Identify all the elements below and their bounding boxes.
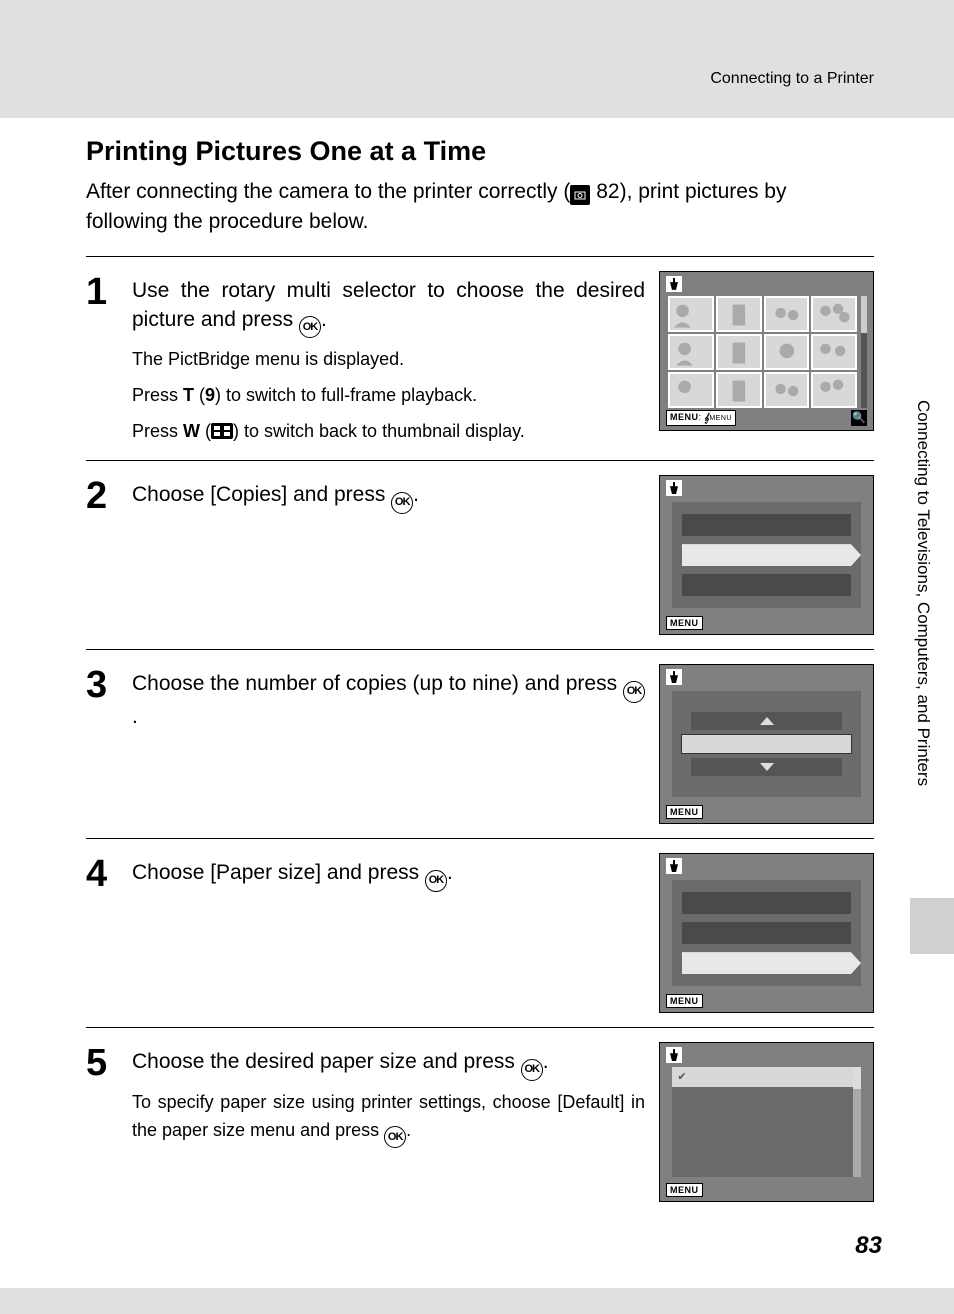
step-number: 5 xyxy=(86,1042,116,1202)
thumb-cell xyxy=(811,296,857,332)
step-5: 5 Choose the desired paper size and pres… xyxy=(86,1027,874,1216)
step-3: 3 Choose the number of copies (up to nin… xyxy=(86,649,874,838)
pictbridge-icon xyxy=(666,1047,682,1063)
thumb-cell xyxy=(668,334,714,370)
paper-size-list: ✔ xyxy=(672,1067,861,1177)
thumb-cell xyxy=(811,334,857,370)
step-1-instruction: Use the rotary multi selector to choose … xyxy=(132,277,645,339)
thumb-cell xyxy=(716,334,762,370)
step-1-sub1: The PictBridge menu is displayed. xyxy=(132,346,645,374)
intro-ref: 82 xyxy=(596,180,619,203)
pictbridge-icon xyxy=(666,858,682,874)
ok-icon: OK xyxy=(299,316,321,338)
step-4-instruction: Choose [Paper size] and press OK. xyxy=(132,859,645,892)
step-3-instruction: Choose the number of copies (up to nine)… xyxy=(132,670,645,732)
thumbnail-grid xyxy=(668,296,857,408)
ok-icon: OK xyxy=(623,681,645,703)
menu-row xyxy=(682,892,851,914)
reference-icon xyxy=(570,185,590,205)
menu-area xyxy=(672,502,861,608)
menu-row-selected xyxy=(682,952,861,974)
thumb-cell xyxy=(764,296,810,332)
menu-badge: MENU xyxy=(666,994,703,1008)
menu-badge: MENU xyxy=(666,1183,703,1197)
menu-badge: MENU:𝄞MENU xyxy=(666,410,736,426)
pictbridge-icon xyxy=(666,669,682,685)
step-1: 1 Use the rotary multi selector to choos… xyxy=(86,256,874,460)
lcd-screen-3: MENU xyxy=(659,664,874,824)
step-5-instruction: Choose the desired paper size and press … xyxy=(132,1048,645,1081)
menu-row xyxy=(682,922,851,944)
lcd-screen-2: MENU xyxy=(659,475,874,635)
scroll-indicator xyxy=(861,296,867,408)
step-4: 4 Choose [Paper size] and press OK. MENU xyxy=(86,838,874,1027)
copies-selector xyxy=(672,691,861,797)
side-tab: Connecting to Televisions, Computers, an… xyxy=(892,390,954,950)
step-number: 3 xyxy=(86,664,116,824)
ok-icon: OK xyxy=(425,870,447,892)
scroll-indicator xyxy=(853,1067,861,1177)
copies-value-box xyxy=(681,734,851,754)
menu-badge: MENU xyxy=(666,616,703,630)
check-icon: ✔ xyxy=(675,1069,689,1083)
thumbnail-icon xyxy=(211,423,233,439)
arrow-up-icon xyxy=(760,717,774,725)
zoom-badge: 🔍 xyxy=(851,410,867,426)
side-tab-marker xyxy=(910,898,954,954)
step-number: 1 xyxy=(86,271,116,446)
pictbridge-icon xyxy=(666,276,682,292)
page-title: Printing Pictures One at a Time xyxy=(86,136,874,167)
lcd-screen-1: MENU:𝄞MENU 🔍 xyxy=(659,271,874,431)
thumb-cell xyxy=(668,372,714,408)
arrow-down-bar xyxy=(691,758,842,776)
step-1-sub2: Press T (9) to switch to full-frame play… xyxy=(132,382,645,410)
step-1-sub3: Press W () to switch back to thumbnail d… xyxy=(132,418,645,446)
menu-area xyxy=(672,880,861,986)
pictbridge-icon xyxy=(666,480,682,496)
step-number: 2 xyxy=(86,475,116,635)
thumb-cell xyxy=(764,372,810,408)
lcd-screen-5: ✔ MENU xyxy=(659,1042,874,1202)
thumb-cell xyxy=(811,372,857,408)
step-2: 2 Choose [Copies] and press OK. MENU xyxy=(86,460,874,649)
ok-icon: OK xyxy=(521,1059,543,1081)
menu-row xyxy=(682,514,851,536)
page-content: Printing Pictures One at a Time After co… xyxy=(0,118,954,1216)
arrow-down-icon xyxy=(760,763,774,771)
step-2-instruction: Choose [Copies] and press OK. xyxy=(132,481,645,514)
thumb-cell xyxy=(716,296,762,332)
thumb-cell xyxy=(668,296,714,332)
step-number: 4 xyxy=(86,853,116,1013)
manual-page: Connecting to a Printer Printing Picture… xyxy=(0,28,954,1288)
side-tab-label: Connecting to Televisions, Computers, an… xyxy=(913,390,933,786)
arrow-up-bar xyxy=(691,712,842,730)
list-row-selected xyxy=(672,1067,861,1087)
intro-prefix: After connecting the camera to the print… xyxy=(86,180,570,203)
menu-badge: MENU xyxy=(666,805,703,819)
thumb-cell xyxy=(716,372,762,408)
thumb-cell xyxy=(764,334,810,370)
magnify-icon: 9 xyxy=(205,385,215,405)
page-header: Connecting to a Printer xyxy=(0,28,954,118)
section-title: Connecting to a Printer xyxy=(710,70,874,88)
intro-text: After connecting the camera to the print… xyxy=(86,177,874,238)
ok-icon: OK xyxy=(384,1126,406,1148)
menu-row-selected xyxy=(682,544,861,566)
step-5-sub: To specify paper size using printer sett… xyxy=(132,1089,645,1148)
lcd-screen-4: MENU xyxy=(659,853,874,1013)
menu-row xyxy=(682,574,851,596)
page-number: 83 xyxy=(855,1232,882,1260)
ok-icon: OK xyxy=(391,492,413,514)
